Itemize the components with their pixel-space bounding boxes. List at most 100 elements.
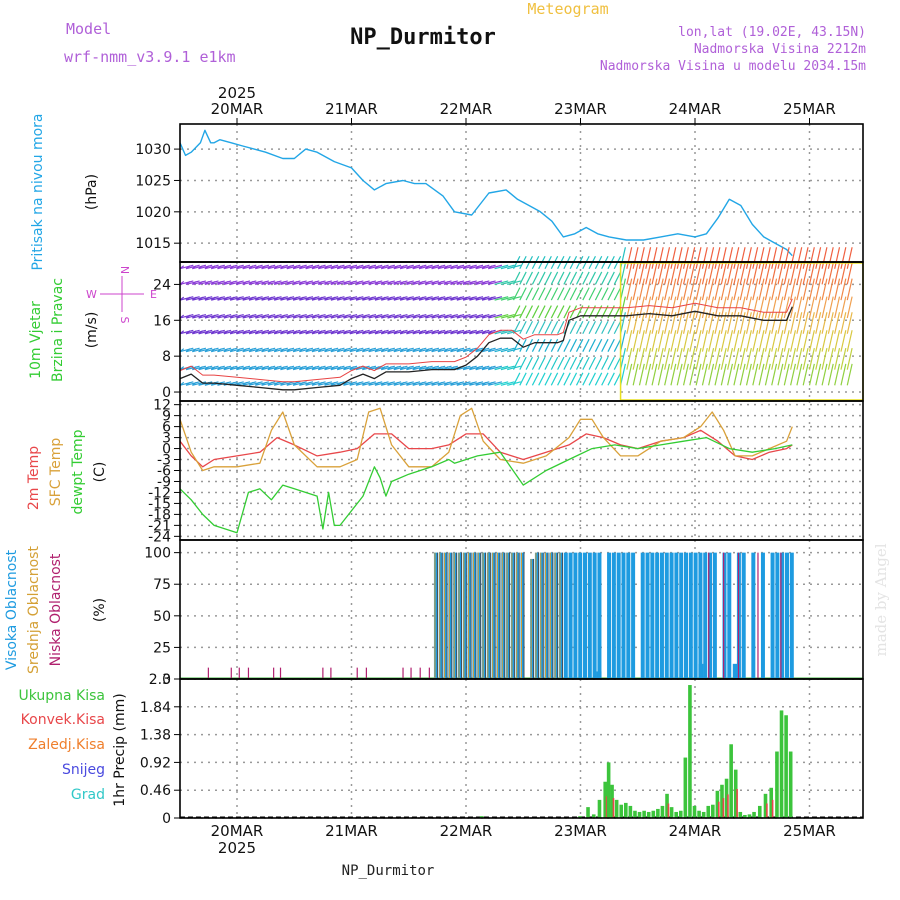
high-cloud-bar: [703, 552, 708, 679]
wind-barb: [739, 330, 746, 352]
wind-barb: [324, 280, 339, 286]
wind-barb: [638, 312, 645, 334]
wind-barb: [211, 365, 225, 371]
wind-barb-flag: [450, 314, 455, 319]
wind-barb: [481, 381, 496, 386]
wind-barb-flag: [362, 330, 367, 335]
wind-barb: [790, 296, 797, 319]
wind-barb-flag: [368, 265, 374, 270]
wind-barb: [236, 347, 251, 353]
wind-barb-flag: [198, 265, 204, 270]
wind-barb: [374, 280, 389, 286]
compass-w: W: [86, 288, 97, 301]
wind-barb: [808, 262, 815, 285]
wind-barb: [185, 264, 200, 270]
wind-barb-flag: [286, 265, 292, 270]
wind-barb: [261, 296, 276, 301]
wind-barb-flag: [236, 314, 241, 319]
wind-barb: [708, 278, 715, 301]
wind-barb: [400, 264, 414, 270]
wind-barb-flag: [191, 330, 197, 335]
wind-barb: [261, 347, 276, 353]
ytick-label-2: -18: [148, 507, 171, 523]
wind-barb: [764, 278, 771, 301]
wind-barb: [412, 314, 427, 319]
wind-axis-label-1: 10m Vjetar: [28, 301, 44, 379]
high-cloud-bar: [621, 552, 626, 679]
wind-barb-flag: [217, 296, 222, 301]
wind-barb: [500, 381, 515, 386]
cloud-axis-label-1: Visoka Oblacnost: [4, 549, 20, 670]
wind-barb: [758, 363, 765, 386]
precip-bar: [614, 799, 619, 818]
wind-barb: [563, 287, 571, 301]
wind-barb: [494, 347, 509, 353]
wind-barb: [229, 365, 244, 371]
wind-barb-flag: [349, 314, 355, 319]
wind-barb: [588, 356, 596, 370]
wind-barb-flag: [343, 314, 348, 319]
wind-barb-flag: [475, 348, 481, 353]
wind-barb: [745, 312, 752, 334]
wind-speed-line: [179, 306, 793, 391]
wind-barb-flag: [424, 280, 430, 285]
wind-barb: [211, 329, 225, 335]
precip-bar: [603, 781, 607, 818]
wind-barb-flag: [223, 348, 229, 353]
wind-barb-flag: [393, 366, 399, 371]
wind-barb-flag: [393, 348, 399, 353]
wind-barb: [462, 280, 477, 286]
wind-barb: [494, 264, 509, 270]
wind-barb: [330, 347, 345, 353]
wind-barb: [550, 320, 559, 335]
wind-barb: [318, 347, 333, 353]
wind-barb: [324, 296, 339, 301]
wind-barb-flag: [248, 348, 254, 353]
wind-axis-label-2: Brzina i Pravac: [50, 278, 66, 382]
wind-barb-flag: [336, 280, 342, 285]
wind-barb: [261, 264, 276, 270]
wind-barb: [531, 356, 540, 370]
wind-barb-flag: [248, 314, 254, 319]
wind-barb: [418, 347, 433, 353]
wind-barb: [481, 314, 496, 319]
wind-barb: [204, 329, 219, 335]
wind-barb: [745, 247, 752, 269]
high-cloud-bar: [501, 552, 506, 679]
wind-barb: [802, 262, 809, 285]
wind-barb: [362, 296, 377, 301]
wind-barb: [739, 363, 746, 386]
bottom-date-label: 21MAR: [325, 822, 378, 840]
wind-barb-flag: [418, 280, 424, 285]
precip-bar: [747, 814, 752, 818]
wind-barb-flag: [431, 296, 437, 301]
precip-bar: [669, 807, 674, 818]
bottom-date-label: 24MAR: [669, 822, 722, 840]
wind-barb: [280, 296, 295, 301]
wind-barb: [682, 348, 689, 370]
wind-barb: [544, 305, 552, 319]
wind-barb: [418, 264, 433, 270]
wind-barb: [255, 264, 270, 270]
wind-barb: [588, 338, 596, 352]
wind-barb: [425, 296, 440, 301]
wind-barb-flag: [336, 265, 342, 270]
wind-barb: [311, 264, 326, 270]
wind-barb: [242, 296, 257, 301]
wind-barb: [657, 330, 664, 352]
wind-barb: [764, 262, 771, 285]
wind-barb-flag: [217, 314, 222, 319]
wind-barb: [821, 312, 828, 334]
ytick-label-4: 1.38: [140, 728, 171, 744]
wind-barb: [318, 365, 333, 371]
wind-barb: [607, 287, 615, 301]
wind-barb: [223, 365, 238, 371]
wind-barb-flag: [248, 366, 254, 371]
wind-barb: [569, 372, 578, 386]
wind-barb: [488, 314, 503, 319]
wind-barb-flag: [198, 330, 204, 335]
precip-bar: [606, 762, 611, 818]
wind-barb: [531, 338, 540, 352]
wind-barb-flag: [462, 280, 468, 285]
wind-barb: [236, 365, 251, 371]
